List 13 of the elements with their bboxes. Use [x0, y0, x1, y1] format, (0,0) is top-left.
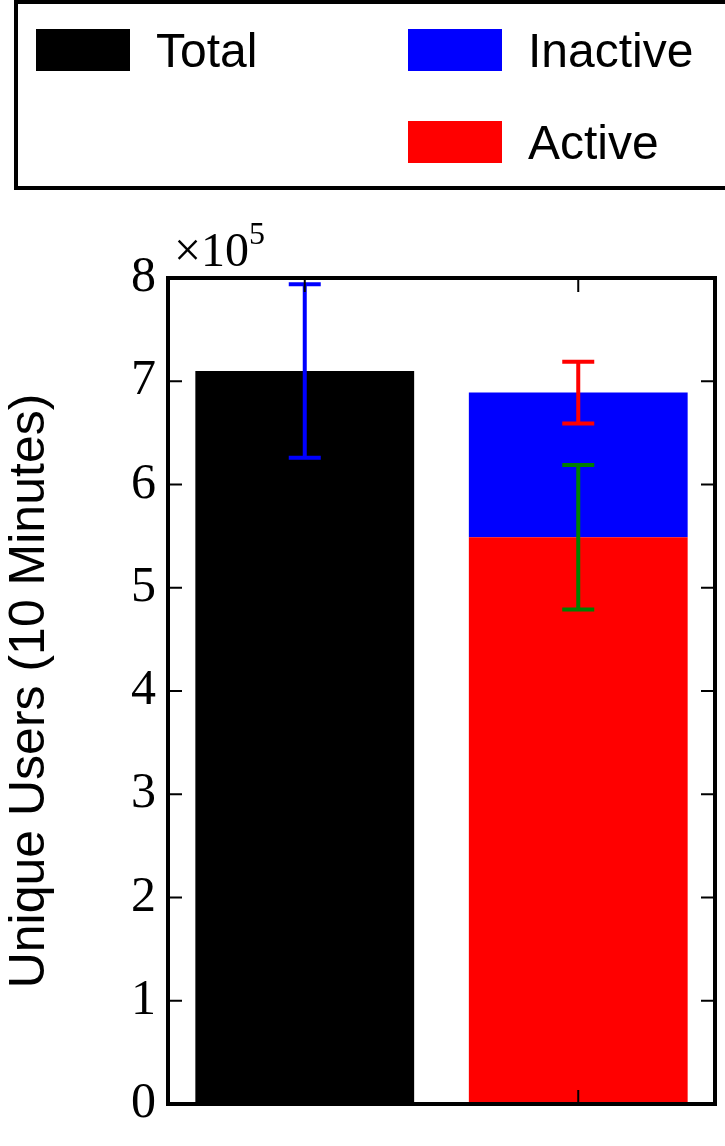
y-axis-title: Unique Users (10 Minutes) [0, 393, 55, 989]
y-tick-label: 7 [131, 349, 156, 406]
y-tick-label: 5 [131, 555, 156, 612]
y-tick-label: 3 [131, 762, 156, 819]
legend-label: Inactive [528, 22, 694, 78]
legend-label: Active [528, 114, 659, 170]
y-tick-label: 2 [131, 865, 156, 922]
legend-label: Total [156, 22, 258, 78]
y-tick-label: 8 [131, 246, 156, 303]
y-tick-label: 1 [131, 968, 156, 1025]
y-tick-label: 4 [131, 659, 156, 716]
y-tick-label: 6 [131, 452, 156, 509]
y-tick-label: 0 [131, 1072, 156, 1129]
